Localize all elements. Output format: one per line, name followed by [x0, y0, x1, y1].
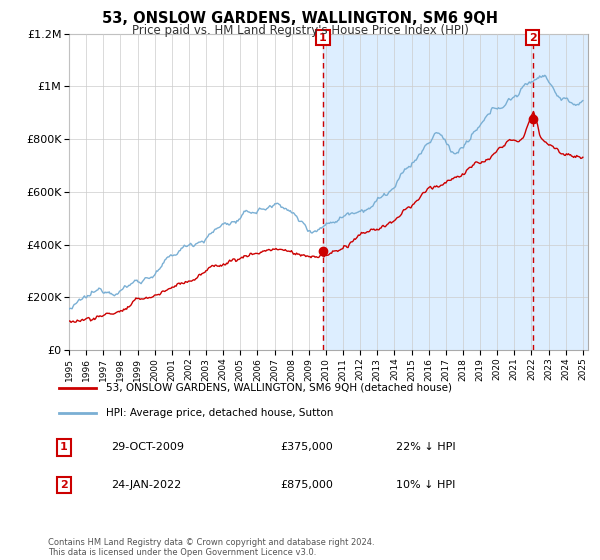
Bar	[323, 34, 588, 350]
Text: Contains HM Land Registry data © Crown copyright and database right 2024.
This d: Contains HM Land Registry data © Crown c…	[48, 538, 374, 557]
Text: 1: 1	[319, 32, 327, 43]
Text: Price paid vs. HM Land Registry's House Price Index (HPI): Price paid vs. HM Land Registry's House …	[131, 24, 469, 36]
Text: 53, ONSLOW GARDENS, WALLINGTON, SM6 9QH (detached house): 53, ONSLOW GARDENS, WALLINGTON, SM6 9QH …	[106, 382, 452, 393]
Text: 53, ONSLOW GARDENS, WALLINGTON, SM6 9QH: 53, ONSLOW GARDENS, WALLINGTON, SM6 9QH	[102, 11, 498, 26]
Text: 2: 2	[529, 32, 536, 43]
Text: 10% ↓ HPI: 10% ↓ HPI	[397, 480, 456, 490]
Text: 29-OCT-2009: 29-OCT-2009	[112, 442, 184, 452]
Text: 2: 2	[60, 480, 68, 490]
Text: 24-JAN-2022: 24-JAN-2022	[112, 480, 182, 490]
Text: £375,000: £375,000	[280, 442, 333, 452]
Text: 1: 1	[60, 442, 68, 452]
Text: 22% ↓ HPI: 22% ↓ HPI	[397, 442, 456, 452]
Text: £875,000: £875,000	[280, 480, 333, 490]
Text: HPI: Average price, detached house, Sutton: HPI: Average price, detached house, Sutt…	[106, 408, 334, 418]
